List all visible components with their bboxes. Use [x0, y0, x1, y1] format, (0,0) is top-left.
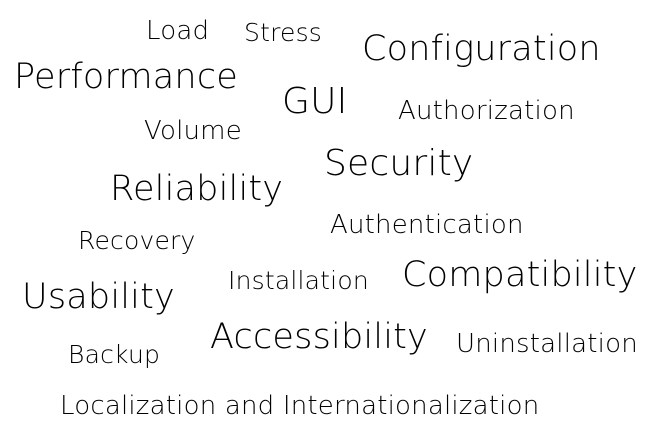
word-authorization: Authorization — [398, 96, 575, 126]
word-authentication: Authentication — [330, 210, 524, 240]
word-compatibility: Compatibility — [402, 255, 638, 295]
word-accessibility: Accessibility — [210, 317, 428, 357]
word-security: Security — [324, 143, 474, 184]
word-load: Load — [146, 16, 210, 46]
word-configuration: Configuration — [362, 29, 601, 69]
word-uninstallation: Uninstallation — [456, 329, 638, 359]
word-stress: Stress — [244, 18, 323, 47]
word-recovery: Recovery — [78, 226, 196, 255]
word-volume: Volume — [144, 116, 242, 146]
word-usability: Usability — [22, 277, 175, 317]
word-backup: Backup — [68, 340, 161, 369]
word-localization: Localization and Internationalization — [60, 391, 540, 421]
word-gui: GUI — [282, 81, 348, 122]
word-performance: Performance — [14, 57, 238, 97]
word-installation: Installation — [228, 266, 369, 295]
word-reliability: Reliability — [110, 169, 284, 209]
